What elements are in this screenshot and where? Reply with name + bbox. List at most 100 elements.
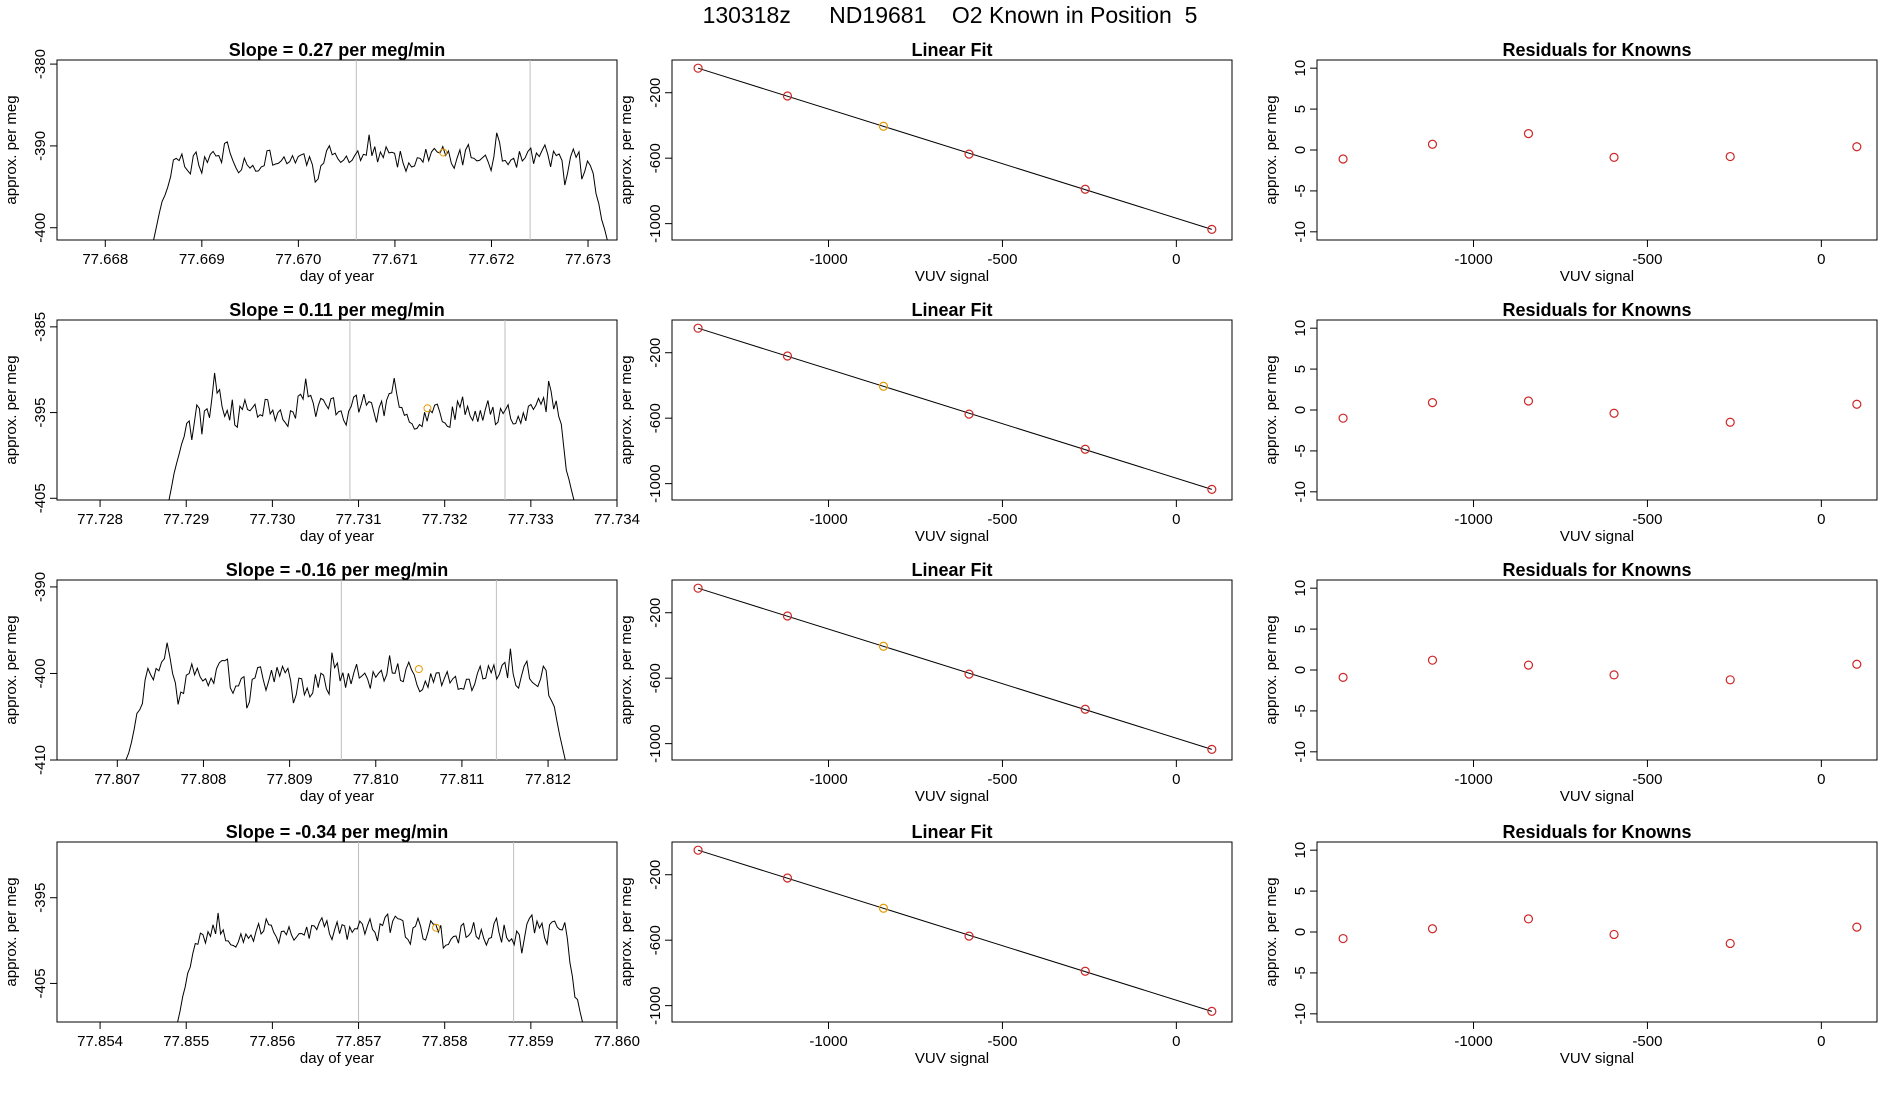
chart-3-y-tick-label: 10 xyxy=(1292,60,1309,77)
chart-5-fit-line xyxy=(697,327,1212,490)
chart-5-x-tick-label: 0 xyxy=(1172,511,1180,528)
chart-2-x-tick-label: -1000 xyxy=(809,251,847,268)
chart-9-x-tick-label: -1000 xyxy=(1454,771,1492,788)
chart-8-x-tick-label: -1000 xyxy=(809,771,847,788)
chart-11-data-point xyxy=(1207,1006,1217,1016)
chart-3-y-tick-label: 5 xyxy=(1292,105,1309,113)
chart-5-y-tick-label: -200 xyxy=(647,338,664,368)
chart-8-data-point xyxy=(964,669,974,679)
chart-1-y-tick-label: -380 xyxy=(32,49,49,79)
chart-9-y-tick-label: 5 xyxy=(1292,625,1309,633)
chart-12-data-point xyxy=(1609,929,1619,940)
chart-6-y-tick-label: -5 xyxy=(1292,444,1309,457)
chart-2-data-point xyxy=(964,149,974,159)
chart-12-x-tick-label: 0 xyxy=(1817,1033,1825,1050)
chart-12-data-point xyxy=(1523,914,1534,924)
chart-8-y-axis-label: approx. per meg xyxy=(618,615,635,724)
chart-4-x-axis-label: day of year xyxy=(300,528,374,545)
chart-12-x-tick-label: -1000 xyxy=(1454,1033,1492,1050)
chart-2-y-tick-label: -600 xyxy=(647,143,664,173)
chart-4-x-tick-label: 77.734 xyxy=(594,511,640,528)
chart-9-data-point xyxy=(1609,670,1619,680)
chart-5-y-tick-label: -600 xyxy=(647,403,664,433)
chart-4-plot-frame xyxy=(56,319,618,501)
page-title: 130318z ND19681 O2 Known in Position 5 xyxy=(702,2,1198,28)
chart-9-plot-frame xyxy=(1316,579,1878,761)
chart-7-signal-trace xyxy=(125,642,566,761)
chart-4-x-tick-label: 77.733 xyxy=(508,511,554,528)
chart-5-plot-frame xyxy=(671,319,1233,501)
chart-10-x-tick-label: 77.855 xyxy=(163,1033,209,1050)
chart-1-plot-frame xyxy=(56,59,618,241)
chart-10-y-tick-label: -405 xyxy=(32,968,49,998)
chart-8-x-tick-label: -500 xyxy=(987,771,1017,788)
chart-7-x-tick-label: 77.808 xyxy=(181,771,227,788)
chart-6-y-tick-label: 0 xyxy=(1292,406,1309,414)
chart-12-plot-frame xyxy=(1316,841,1878,1023)
chart-6-data-point xyxy=(1427,398,1438,408)
chart-10-y-tick-label: -395 xyxy=(32,883,49,913)
chart-6-data-point xyxy=(1852,399,1862,409)
chart-4-x-tick-label: 77.731 xyxy=(336,511,382,528)
chart-11-data-point xyxy=(693,845,703,855)
chart-6-title: Residuals for Knowns xyxy=(1502,300,1691,320)
chart-6-y-tick-label: 5 xyxy=(1292,365,1309,373)
chart-3-data-point xyxy=(1427,139,1438,149)
chart-12-y-tick-label: 5 xyxy=(1292,887,1309,895)
chart-2-title: Linear Fit xyxy=(911,40,992,60)
chart-10-plot-frame xyxy=(56,841,618,1023)
chart-11-y-tick-label: -200 xyxy=(647,860,664,890)
chart-8-y-tick-label: -1000 xyxy=(647,724,664,762)
chart-11-x-tick-label: -1000 xyxy=(809,1033,847,1050)
chart-10-x-tick-label: 77.858 xyxy=(422,1033,468,1050)
chart-11-plot-frame xyxy=(671,841,1233,1023)
chart-12-y-tick-label: -5 xyxy=(1292,966,1309,979)
chart-2-plot-frame xyxy=(671,59,1233,241)
chart-9-x-tick-label: -500 xyxy=(1632,771,1662,788)
chart-5-x-axis-label: VUV signal xyxy=(915,528,989,545)
chart-6-y-axis-label: approx. per meg xyxy=(1263,355,1280,464)
chart-4-marker-point xyxy=(423,404,432,413)
chart-1-x-tick-label: 77.670 xyxy=(275,251,321,268)
chart-5-data-point xyxy=(1080,444,1090,454)
chart-4-x-tick-label: 77.729 xyxy=(163,511,209,528)
chart-11-data-point xyxy=(964,931,974,941)
chart-9-y-tick-label: -5 xyxy=(1292,704,1309,717)
chart-11-x-tick-label: -500 xyxy=(987,1033,1017,1050)
chart-11-y-tick-label: -1000 xyxy=(647,986,664,1024)
chart-4-title: Slope = 0.11 per meg/min xyxy=(229,300,445,320)
chart-1-x-tick-label: 77.671 xyxy=(372,251,418,268)
chart-8-data-point xyxy=(693,583,703,593)
chart-8-data-point xyxy=(1080,704,1090,714)
chart-11-y-tick-label: -600 xyxy=(647,925,664,955)
chart-2-data-point xyxy=(1080,184,1090,194)
chart-4-y-tick-label: -385 xyxy=(32,312,49,342)
chart-6-data-point xyxy=(1338,413,1348,423)
chart-9-x-axis-label: VUV signal xyxy=(1560,788,1634,805)
chart-8-y-tick-label: -200 xyxy=(647,598,664,628)
chart-3-data-point xyxy=(1725,151,1735,162)
chart-5-x-tick-label: -1000 xyxy=(809,511,847,528)
chart-8-fit-line xyxy=(697,587,1212,750)
chart-11-x-tick-label: 0 xyxy=(1172,1033,1180,1050)
chart-1-x-tick-label: 77.672 xyxy=(469,251,515,268)
chart-3-x-axis-label: VUV signal xyxy=(1560,268,1634,285)
chart-1-y-tick-label: -400 xyxy=(32,213,49,243)
chart-9-data-point xyxy=(1427,655,1438,665)
chart-1-y-tick-label: -390 xyxy=(32,131,49,161)
chart-8-y-tick-label: -600 xyxy=(647,663,664,693)
chart-7-x-tick-label: 77.812 xyxy=(525,771,571,788)
chart-9-data-point xyxy=(1523,660,1534,670)
chart-2-fit-line xyxy=(697,67,1212,230)
chart-12-x-axis-label: VUV signal xyxy=(1560,1050,1634,1067)
chart-5-y-axis-label: approx. per meg xyxy=(618,355,635,464)
chart-6-data-point xyxy=(1523,396,1534,406)
chart-9-y-tick-label: 0 xyxy=(1292,666,1309,674)
chart-4-signal-trace xyxy=(168,372,575,501)
chart-6-x-tick-label: 0 xyxy=(1817,511,1825,528)
chart-5-data-point xyxy=(1207,484,1217,494)
chart-2-y-tick-label: -200 xyxy=(647,78,664,108)
chart-10-x-axis-label: day of year xyxy=(300,1050,374,1067)
chart-4-y-axis-label: approx. per meg xyxy=(3,355,20,464)
